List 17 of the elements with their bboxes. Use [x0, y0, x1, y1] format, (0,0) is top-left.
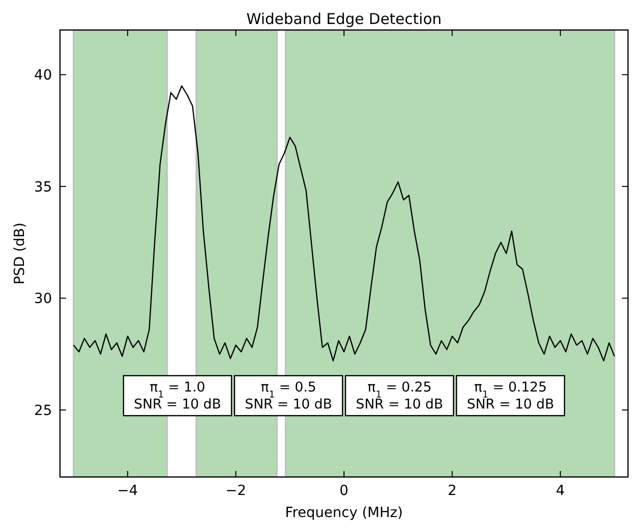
x-tick-label: −2 [225, 483, 246, 499]
annotation: π$_{1}$ = 0.125 SNR = 10 dB [466, 380, 554, 413]
line-series [72, 85, 616, 362]
y-tick-label: 35 [34, 179, 52, 196]
x-axis-title: Frequency (MHz) [285, 505, 403, 521]
x-tick-label: −4 [117, 483, 138, 499]
y-tick-label: 40 [34, 68, 52, 84]
annotation: π$_{1}$ = 0.25 SNR = 10 dB [356, 380, 444, 413]
annotation: π$_{1}$ = 0.5 SNR = 10 dB [244, 380, 332, 413]
x-tick-label: 2 [448, 483, 457, 499]
annotation: π$_{1}$ = 1.0 SNR = 10 dB [134, 380, 222, 413]
x-tick-label: 4 [556, 483, 565, 499]
y-tick-label: 25 [34, 402, 52, 419]
y-tick-label: 30 [34, 291, 52, 308]
chart-title: Wideband Edge Detection [246, 10, 442, 28]
y-axis-title: PSD (dB) [12, 222, 28, 284]
x-tick-label: 0 [340, 483, 348, 499]
